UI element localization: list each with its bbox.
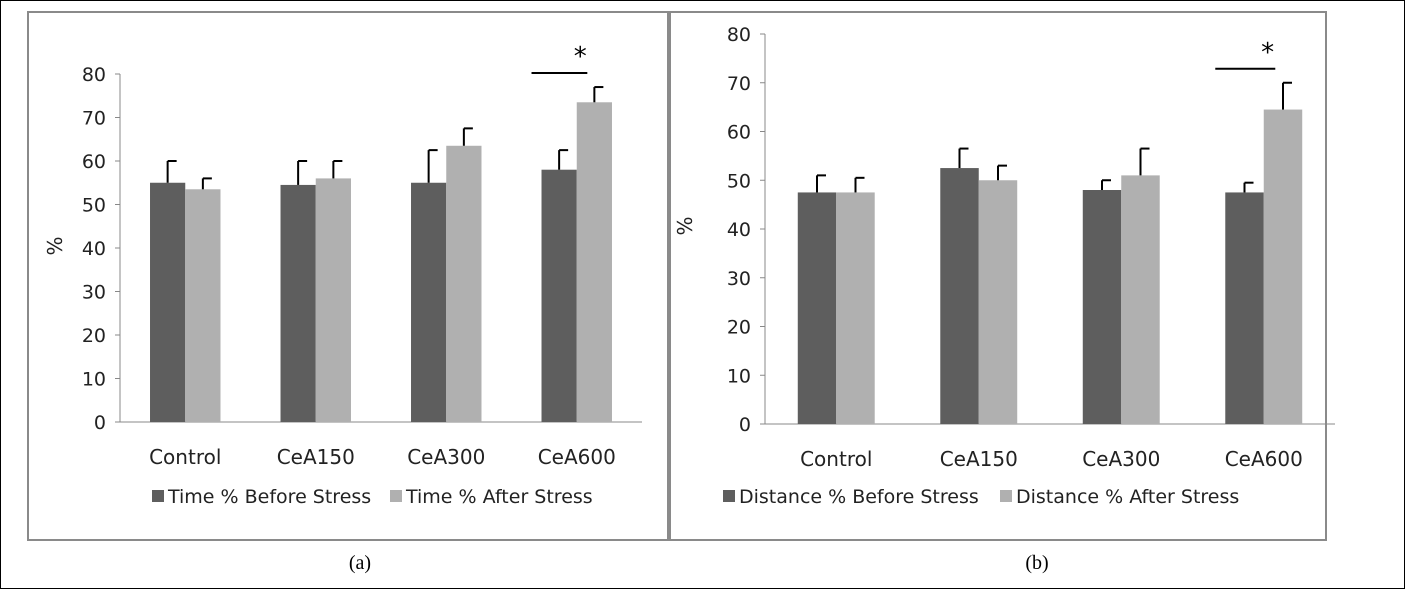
- legend-swatch: [1000, 490, 1012, 502]
- bar: [978, 180, 1018, 424]
- y-tick-label: 50: [82, 195, 106, 217]
- bar: [836, 192, 875, 424]
- significance-marker: *: [1261, 38, 1274, 68]
- x-tick-label: Control: [149, 445, 221, 469]
- bar: [411, 182, 447, 422]
- legend-label: Distance % Before Stress: [739, 486, 979, 508]
- y-tick-label: 40: [82, 238, 106, 260]
- x-tick-label: CeA300: [1082, 447, 1160, 471]
- panel-b: 0 10 20 30 40 50 60 70 80% Control CeA150 CeA300 CeA…: [669, 11, 1335, 541]
- significance-marker: *: [574, 42, 587, 72]
- legend-label: Distance % After Stress: [1016, 486, 1239, 508]
- bar: [315, 178, 351, 422]
- bar: [185, 189, 221, 422]
- x-tick-label: CeA600: [1225, 447, 1303, 471]
- bar: [1121, 175, 1160, 424]
- bar: [541, 169, 577, 422]
- x-tick-label: CeA150: [940, 447, 1018, 471]
- y-tick-label: 50: [727, 170, 751, 192]
- bar: [940, 168, 979, 424]
- y-tick-label: 20: [727, 317, 751, 339]
- y-axis-label: %: [673, 216, 697, 235]
- y-axis-label: %: [43, 236, 67, 255]
- legend-swatch: [723, 490, 735, 502]
- caption-panel-b: (b): [1025, 552, 1049, 574]
- y-tick-label: 0: [94, 412, 106, 434]
- legend-swatch: [152, 490, 164, 502]
- bar: [1225, 192, 1264, 424]
- y-tick-label: 80: [82, 64, 106, 86]
- y-tick-label: 30: [82, 282, 106, 304]
- legend-label: Time % After Stress: [405, 486, 593, 508]
- bar: [280, 184, 316, 422]
- y-tick-label: 40: [727, 219, 751, 241]
- y-tick-label: 60: [727, 122, 751, 144]
- x-tick-label: CeA600: [538, 445, 616, 469]
- y-tick-label: 70: [82, 108, 106, 130]
- bar: [576, 102, 612, 423]
- caption-panel-a: (a): [348, 552, 372, 574]
- y-tick-label: 60: [82, 151, 106, 173]
- x-tick-label: Control: [800, 447, 872, 471]
- bar: [150, 182, 186, 422]
- bar: [797, 192, 837, 424]
- bar: [1082, 190, 1122, 424]
- bar: [1263, 109, 1303, 424]
- y-tick-label: 80: [727, 24, 751, 46]
- y-tick-label: 10: [82, 369, 106, 391]
- legend-swatch: [390, 490, 402, 502]
- x-tick-label: CeA300: [407, 445, 485, 469]
- bar: [446, 145, 482, 422]
- y-tick-label: 30: [727, 268, 751, 290]
- x-tick-label: CeA150: [277, 445, 355, 469]
- y-tick-label: 70: [727, 73, 751, 95]
- y-tick-label: 0: [739, 414, 751, 436]
- y-tick-label: 20: [82, 325, 106, 347]
- panel-a: 0 10 20 30 40 50 60 70 80% Control CeA150 CeA300 CeA…: [27, 11, 669, 541]
- y-tick-label: 10: [727, 365, 751, 387]
- legend-label: Time % Before Stress: [167, 486, 371, 508]
